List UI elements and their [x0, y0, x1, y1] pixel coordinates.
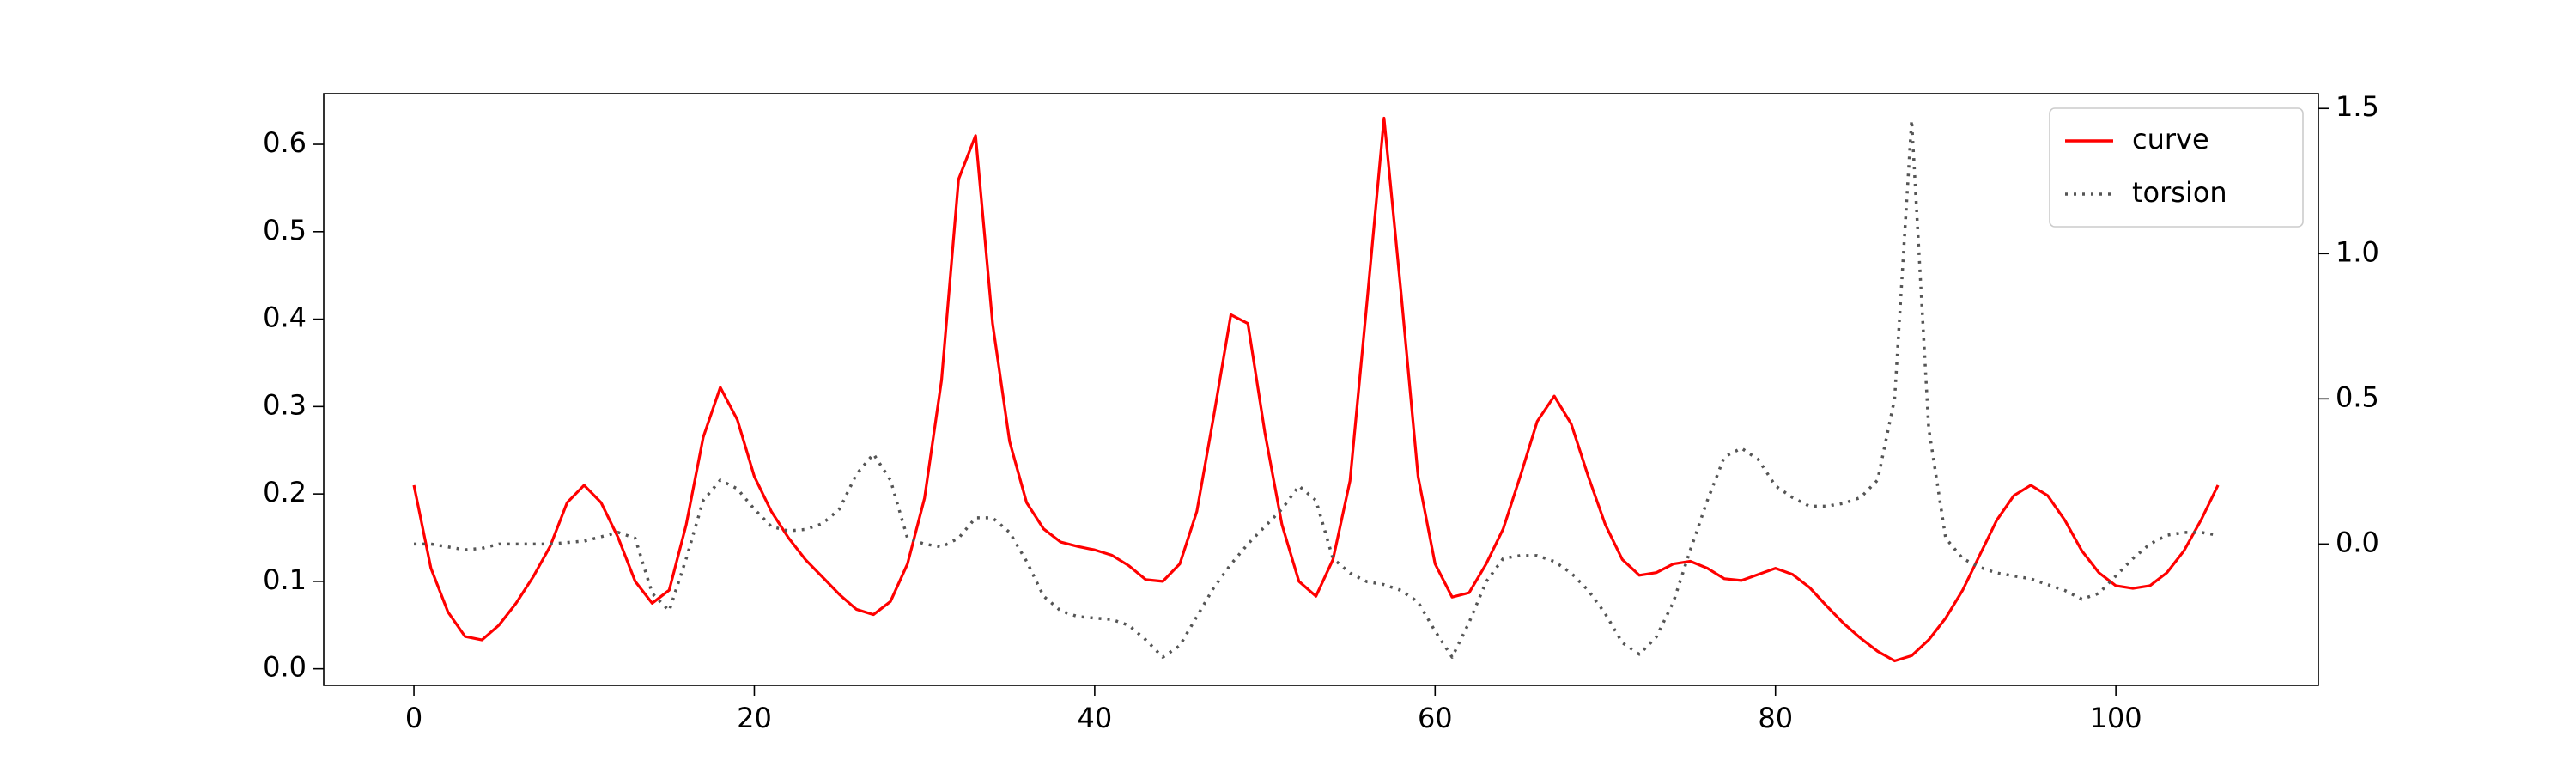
- x-tick-label: 60: [1418, 702, 1453, 734]
- y-tick-label: 0.5: [263, 214, 307, 247]
- legend-label: torsion: [2132, 176, 2227, 209]
- y2-tick-label: 0.5: [2336, 380, 2379, 413]
- y-tick-label: 0.3: [263, 388, 307, 421]
- x-tick-label: 80: [1758, 702, 1793, 734]
- y-tick-label: 0.0: [263, 651, 307, 684]
- y-tick-label: 0.1: [263, 563, 307, 596]
- y-tick-label: 0.4: [263, 301, 307, 334]
- x-tick-label: 40: [1078, 702, 1113, 734]
- y2-tick-label: 0.0: [2336, 526, 2379, 558]
- y2-tick-label: 1.5: [2336, 90, 2379, 123]
- y-tick-label: 0.2: [263, 476, 307, 508]
- y2-tick-label: 1.0: [2336, 235, 2379, 268]
- legend-box: [2049, 107, 2304, 228]
- x-tick-label: 100: [2090, 702, 2142, 734]
- x-tick-label: 20: [737, 702, 772, 734]
- series-line: [412, 116, 2220, 663]
- plot-frame: [323, 93, 2319, 686]
- series-line: [414, 119, 2219, 659]
- y-tick-label: 0.6: [263, 126, 307, 159]
- legend: curve torsion: [2049, 107, 2304, 228]
- legend-label: curve: [2132, 123, 2209, 155]
- x-tick-label: 0: [405, 702, 422, 734]
